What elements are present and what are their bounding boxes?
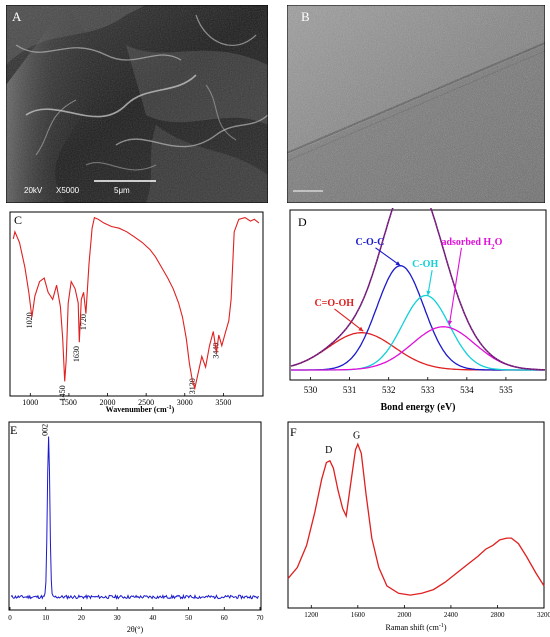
- component-label: C-O-C: [355, 237, 384, 248]
- panel-letter: E: [10, 423, 17, 437]
- plot-frame: [287, 421, 545, 609]
- x-tick-label: 1200: [304, 611, 319, 619]
- x-tick-label: 50: [185, 614, 193, 622]
- x-tick-label: 3200: [537, 611, 550, 619]
- raman-chart: F 1200 1600 2000 2400 2800 3200 DG Raman shif…: [287, 421, 550, 632]
- peak-annotation: 3130: [188, 378, 197, 394]
- x-tick-label: 530: [304, 385, 318, 395]
- plot-frame: [8, 421, 262, 611]
- panel-letter: A: [12, 9, 22, 24]
- fitted-components: [290, 208, 546, 371]
- sem-voltage: 20kV: [24, 186, 43, 195]
- x-tick-label: 20: [78, 614, 86, 622]
- x-tick-label: 30: [114, 614, 122, 622]
- xps-chart: D 530 531 532 533 534 535 C=O-OH C-O-C C-OHadso…: [289, 208, 547, 413]
- x-tick-label: 2500: [138, 398, 154, 407]
- ftir-chart: C 1000 1500 2000 2500 3000 3500 1020 1450 1630 1…: [9, 211, 264, 414]
- peak-label-002: 002: [41, 424, 50, 436]
- plot-frame: [9, 211, 264, 397]
- panel-letter: F: [290, 425, 297, 439]
- component-label: C-OH: [412, 259, 438, 270]
- arrow-head: [447, 320, 453, 326]
- component-curve: [291, 265, 545, 371]
- raman-peak-label: D: [325, 445, 332, 456]
- panel-e-xrd: E 0 10 20 30 40 50 60 70 002 2θ(°): [0, 418, 270, 637]
- peak-annotation: 1630: [72, 346, 81, 362]
- x-tick-label: 1600: [351, 611, 366, 619]
- xrd-chart: E 0 10 20 30 40 50 60 70 002 2θ(°): [8, 421, 264, 634]
- x-tick-label: 532: [382, 385, 396, 395]
- x-axis-ticks: 530 531 532 533 534 535: [304, 377, 513, 395]
- envelope-curve: [290, 208, 546, 371]
- label-arrow: [334, 308, 364, 332]
- panel-letter: D: [298, 215, 307, 229]
- panel-d-xps: D 530 531 532 533 534 535 C=O-OH C-O-C C-OH adso…: [284, 208, 550, 420]
- arrow-head: [358, 326, 364, 332]
- panel-letter: B: [301, 9, 310, 24]
- x-tick-label: 534: [460, 385, 474, 395]
- x-tick-label: 2000: [100, 398, 116, 407]
- x-tick-label: 2800: [490, 611, 505, 619]
- x-tick-label: 10: [42, 614, 50, 622]
- arrow-head: [395, 261, 401, 266]
- component-label: C=O-OH: [314, 298, 354, 309]
- x-tick-label: 40: [149, 614, 157, 622]
- raman-spectrum-line: [287, 442, 545, 596]
- x-axis-label: 2θ(°): [127, 625, 144, 634]
- panel-a-sem: A 20kV X5000 5μm: [6, 5, 268, 203]
- x-axis-ticks: 1000 1500 2000 2500 3000 3500: [22, 393, 231, 407]
- x-tick-label: 0: [8, 614, 12, 622]
- tem-micrograph: B: [287, 5, 545, 203]
- panel-b-tem: B: [287, 5, 545, 203]
- label-arrow: [375, 247, 401, 267]
- peak-labels: DG: [325, 430, 360, 456]
- sem-micrograph: A 20kV X5000 5μm: [6, 5, 268, 203]
- label-arrow: [448, 247, 462, 326]
- arrow-head: [426, 290, 431, 296]
- x-axis-ticks: 1200 1600 2000 2400 2800 3200: [304, 605, 550, 619]
- ftir-spectrum-line: [12, 216, 260, 391]
- x-tick-label: 1000: [22, 398, 38, 407]
- peak-annotation: 1450: [58, 385, 67, 401]
- x-axis-label: Wavenumber (cm-1): [106, 405, 175, 414]
- sem-magnification: X5000: [56, 186, 80, 195]
- peak-annotation: 1020: [25, 312, 34, 328]
- panel-letter: C: [14, 213, 22, 227]
- peak-annotation: 1720: [79, 314, 88, 330]
- x-tick-label: 60: [221, 614, 229, 622]
- sem-scale-label: 5μm: [114, 186, 130, 195]
- xrd-pattern-line: [10, 436, 259, 601]
- raw-data-points: [290, 208, 546, 371]
- x-axis-ticks: 0 10 20 30 40 50 60 70: [8, 607, 264, 622]
- x-tick-label: 533: [421, 385, 435, 395]
- x-tick-label: 70: [257, 614, 265, 622]
- x-tick-label: 535: [499, 385, 513, 395]
- x-axis-label: Raman shift (cm-1): [386, 623, 447, 632]
- raman-peak-label: G: [353, 430, 360, 441]
- x-tick-label: 3000: [177, 398, 193, 407]
- x-tick-label: 3500: [215, 398, 231, 407]
- component-label: adsorbed H2O: [441, 237, 502, 251]
- panel-c-ftir: C 1000 1500 2000 2500 3000 3500 1020 1450 1630 1…: [0, 208, 270, 418]
- x-tick-label: 2400: [444, 611, 459, 619]
- x-tick-label: 1500: [61, 398, 77, 407]
- plot-frame: [289, 209, 547, 381]
- x-tick-label: 2000: [397, 611, 412, 619]
- x-tick-label: 531: [343, 385, 357, 395]
- x-axis-label: Bond energy (eV): [381, 402, 456, 413]
